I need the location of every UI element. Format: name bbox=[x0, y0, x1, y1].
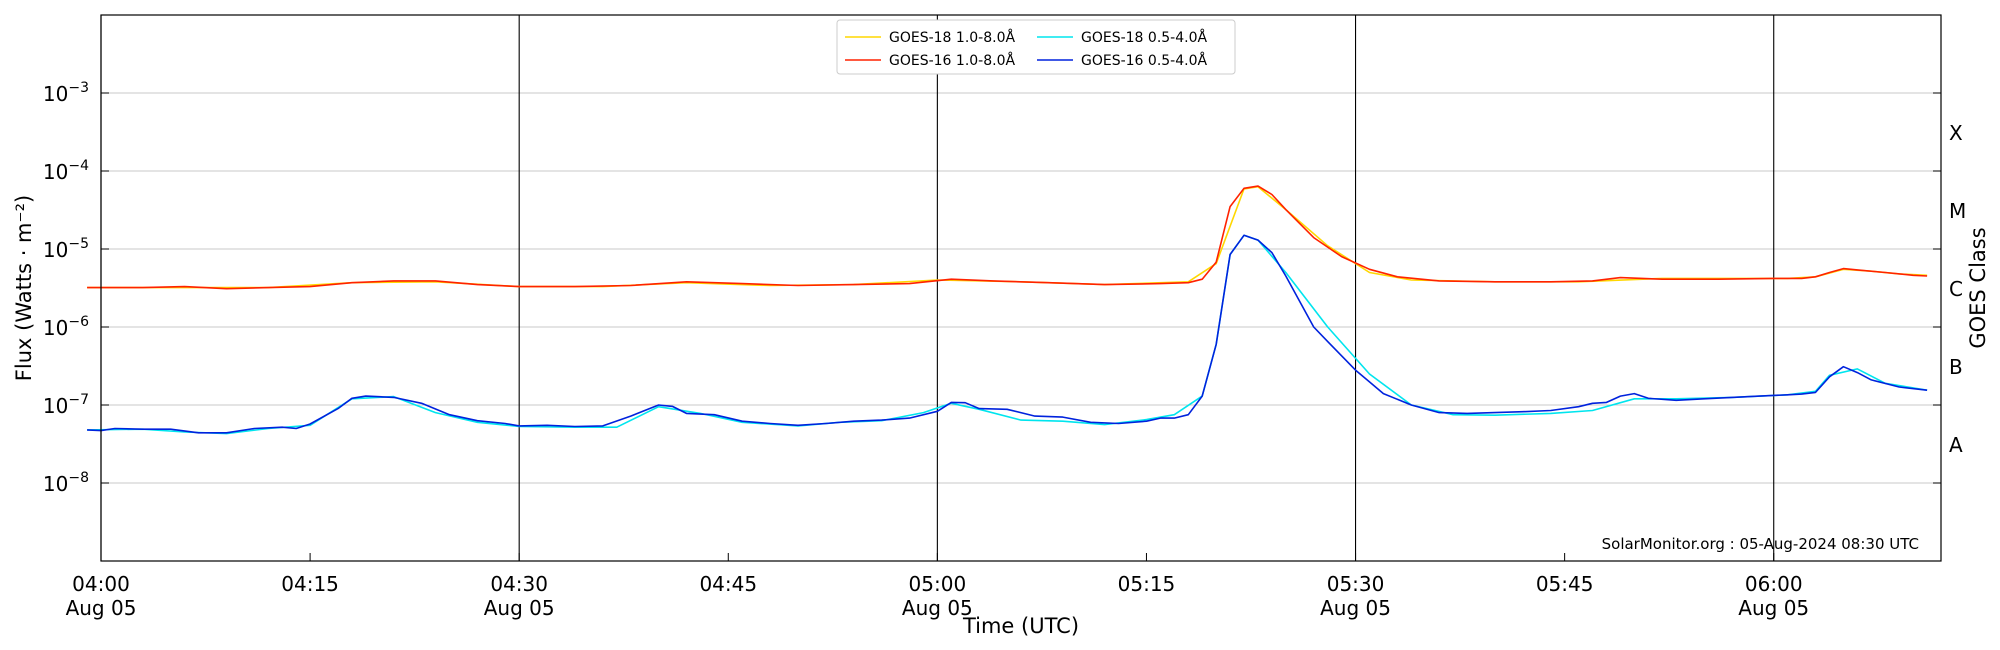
legend-box bbox=[836, 19, 1236, 75]
x-tick-label: 05:30 bbox=[1327, 572, 1385, 596]
legend-label: GOES-16 1.0-8.0Å bbox=[889, 52, 1015, 69]
x-tick-date-label: Aug 05 bbox=[66, 596, 137, 620]
goes-class-label: A bbox=[1949, 433, 1963, 457]
goes-class-label: C bbox=[1949, 277, 1963, 301]
x-tick-label: 04:30 bbox=[490, 572, 548, 596]
x-tick-label: 06:00 bbox=[1745, 572, 1803, 596]
legend-label: GOES-18 1.0-8.0Å bbox=[889, 29, 1015, 46]
series-line-goes-16-1-0-8-0- bbox=[87, 185, 1928, 290]
x-tick-label: 04:45 bbox=[699, 572, 757, 596]
y-axis-label: Flux (Watts · m⁻²) bbox=[12, 195, 36, 381]
y-tick-label: 10−7 bbox=[43, 392, 89, 418]
series-lines bbox=[87, 185, 1928, 435]
x-tick-label: 04:15 bbox=[281, 572, 339, 596]
x-tick-label: 05:45 bbox=[1536, 572, 1594, 596]
x-tick-date-label: Aug 05 bbox=[1738, 596, 1809, 620]
y-tick-label: 10−5 bbox=[43, 236, 89, 262]
y-tick-label: 10−4 bbox=[43, 158, 89, 184]
plot-frame bbox=[100, 14, 1942, 562]
series-line-goes-16-0-5-4-0- bbox=[87, 234, 1928, 434]
x-tick-date-label: Aug 05 bbox=[1320, 596, 1391, 620]
date-marker-lines bbox=[100, 15, 1775, 561]
x-axis-label: Time (UTC) bbox=[962, 614, 1079, 638]
x-tick-date-label: Aug 05 bbox=[902, 596, 973, 620]
x-tick-label: 05:00 bbox=[909, 572, 967, 596]
legend: GOES-18 1.0-8.0Å GOES-16 1.0-8.0Å GOES-18 … bbox=[836, 19, 1236, 75]
y-tick-label: 10−6 bbox=[43, 314, 89, 340]
series-line-goes-18-0-5-4-0- bbox=[87, 234, 1928, 435]
goes-class-label: X bbox=[1949, 121, 1963, 145]
legend-label: GOES-16 0.5-4.0Å bbox=[1081, 52, 1207, 69]
legend-label: GOES-18 0.5-4.0Å bbox=[1081, 29, 1207, 46]
y-tick-label: 10−8 bbox=[43, 470, 89, 496]
gridlines bbox=[101, 92, 1941, 484]
x-tick-date-label: Aug 05 bbox=[484, 596, 555, 620]
y-tick-label: 10−3 bbox=[43, 80, 89, 106]
goes-class-label: B bbox=[1949, 355, 1963, 379]
credit-text: SolarMonitor.org : 05-Aug-2024 08:30 UTC bbox=[1602, 535, 1919, 553]
goes-class-axis-label: GOES Class bbox=[1966, 227, 1990, 348]
x-tick-label: 05:15 bbox=[1118, 572, 1176, 596]
series-line-goes-18-1-0-8-0- bbox=[87, 185, 1928, 289]
goes-class-axis: X M C B A bbox=[1949, 121, 1966, 457]
y-axis: 10−3 10−4 10−5 10−6 10−7 10−8 bbox=[43, 80, 1941, 496]
goes-class-label: M bbox=[1949, 199, 1966, 223]
x-tick-label: 04:00 bbox=[72, 572, 130, 596]
